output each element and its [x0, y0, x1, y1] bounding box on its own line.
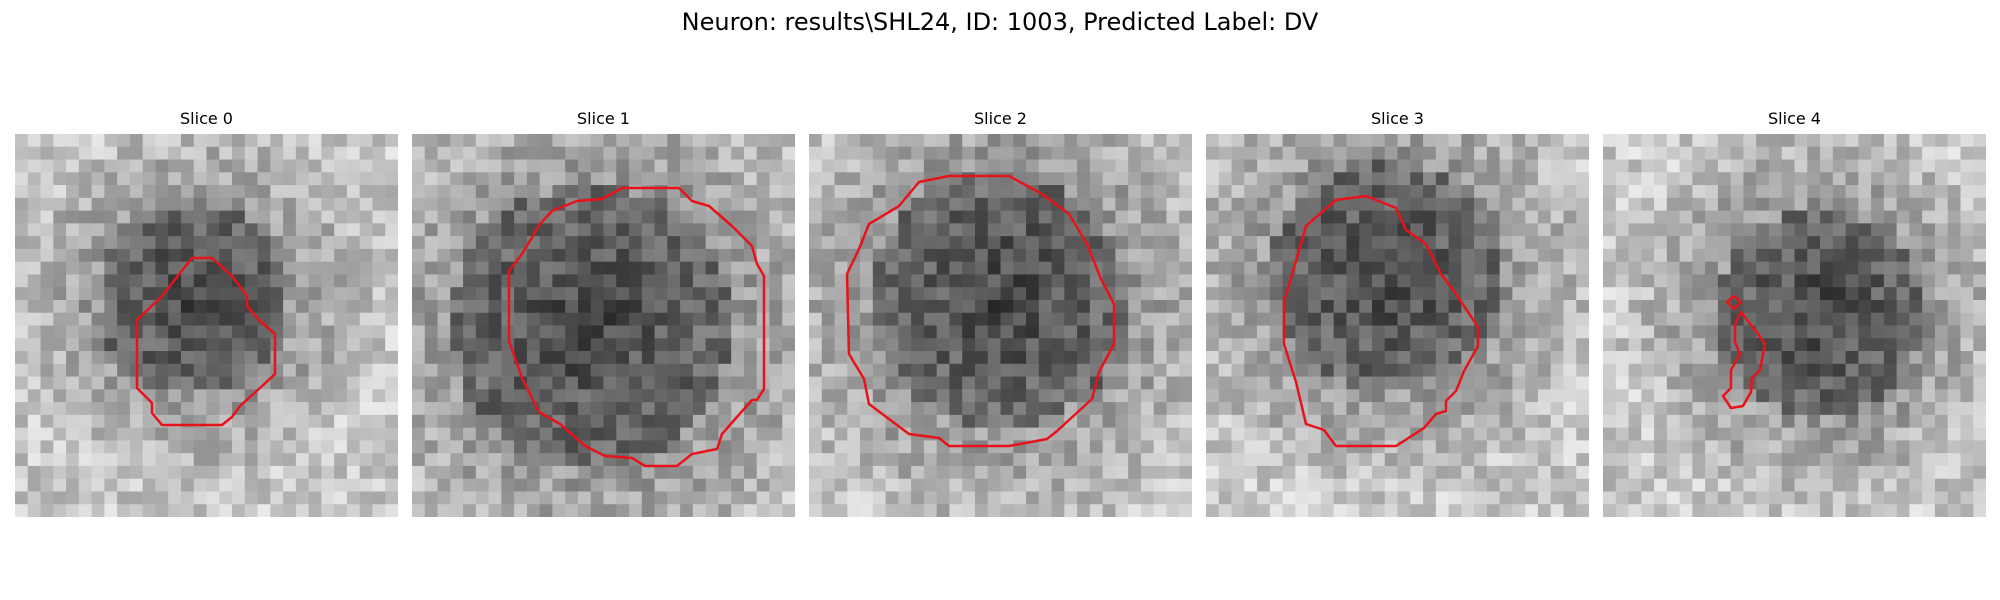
slice-title: Slice 3	[1371, 109, 1424, 128]
microscopy-image-slice-2	[809, 134, 1192, 517]
figure-title: Neuron: results\SHL24, ID: 1003, Predict…	[681, 8, 1319, 36]
segmentation-contour	[135, 256, 277, 427]
slice-title: Slice 4	[1768, 109, 1821, 128]
segmentation-contour	[1721, 310, 1767, 410]
slice-title: Slice 1	[577, 109, 630, 128]
segmentation-contour	[845, 174, 1116, 448]
grayscale-pixel-grid	[809, 134, 1192, 517]
microscopy-image-slice-1	[412, 134, 795, 517]
microscopy-image-slice-3	[1206, 134, 1589, 517]
grayscale-pixel-grid	[1603, 134, 1986, 517]
segmentation-contour	[1725, 294, 1743, 311]
slice-title: Slice 2	[974, 109, 1027, 128]
grayscale-pixel-grid	[412, 134, 795, 517]
grayscale-pixel-grid	[1206, 134, 1589, 517]
slice-title: Slice 0	[180, 109, 233, 128]
microscopy-image-slice-0	[15, 134, 398, 517]
grayscale-pixel-grid	[15, 134, 398, 517]
microscopy-image-slice-4	[1603, 134, 1986, 517]
segmentation-contour	[507, 186, 766, 468]
segmentation-contour	[1282, 194, 1480, 448]
